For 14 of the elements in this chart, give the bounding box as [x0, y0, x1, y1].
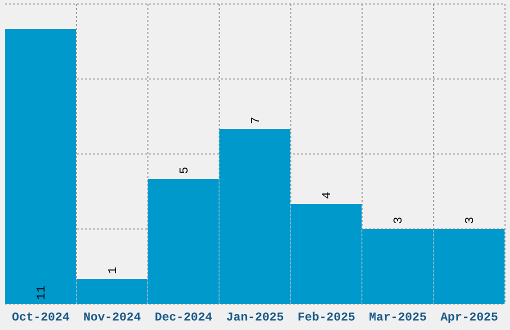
data-label: 5	[177, 166, 192, 174]
data-label: 3	[392, 216, 406, 224]
x-tick-label: Mar-2025	[369, 310, 427, 325]
x-tick-label: Nov-2024	[83, 310, 141, 325]
x-tick-label: Dec-2024	[154, 310, 212, 325]
data-label: 3	[463, 216, 478, 224]
x-tick-label: Jan-2025	[226, 310, 284, 325]
x-tick-label: Apr-2025	[440, 310, 498, 325]
data-label: 11	[34, 286, 48, 300]
data-label: 4	[320, 192, 334, 199]
data-label: 7	[248, 116, 263, 124]
x-tick-label: Oct-2024	[12, 310, 70, 325]
data-label: 1	[106, 266, 120, 274]
x-tick-label: Feb-2025	[298, 310, 356, 325]
